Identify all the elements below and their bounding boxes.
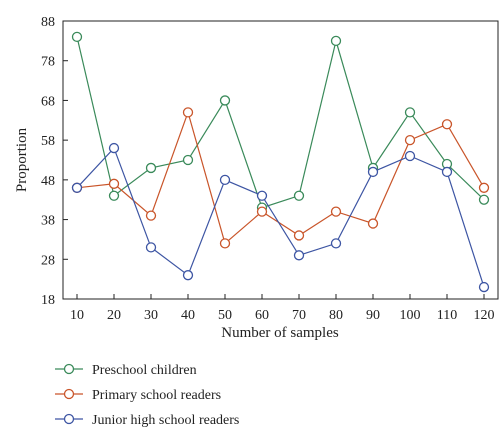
- x-axis-title: Number of samples: [221, 325, 339, 341]
- x-axis-ticks: 10 20 30 40 50 60 70 80 90 100 110 120: [70, 294, 495, 323]
- data-point: [219, 238, 231, 249]
- data-point: [293, 230, 305, 241]
- y-tick-label: 78: [41, 55, 55, 70]
- y-tick-label: 18: [41, 293, 55, 308]
- data-point: [404, 107, 416, 118]
- x-tick-label: 100: [400, 308, 421, 323]
- data-point: [441, 119, 453, 130]
- series-lines: [76, 36, 485, 288]
- x-tick-label: 110: [437, 308, 457, 323]
- x-tick-label: 70: [292, 308, 306, 323]
- data-point: [330, 35, 342, 47]
- data-point: [293, 250, 305, 261]
- legend-label: Junior high school readers: [92, 413, 239, 428]
- y-tick-label: 38: [41, 214, 55, 229]
- legend: Preschool children Primary school readers…: [55, 363, 239, 428]
- y-tick-label: 88: [41, 15, 55, 30]
- y-tick-label: 58: [41, 134, 55, 149]
- legend-marker: [63, 388, 75, 400]
- data-point: [330, 206, 342, 217]
- series-line-1: [76, 110, 485, 245]
- data-point: [330, 238, 342, 249]
- x-tick-label: 120: [474, 308, 495, 323]
- data-point: [108, 190, 120, 201]
- series-line-0: [76, 36, 485, 209]
- data-point: [256, 190, 268, 201]
- data-point: [478, 194, 490, 205]
- data-point: [71, 182, 83, 193]
- data-point: [404, 134, 416, 146]
- data-point: [108, 142, 120, 154]
- y-tick-label: 68: [41, 94, 55, 109]
- legend-marker: [63, 413, 75, 425]
- x-tick-label: 80: [329, 308, 343, 323]
- x-tick-label: 40: [181, 308, 195, 323]
- data-point: [145, 242, 157, 253]
- legend-label: Preschool children: [92, 363, 197, 378]
- y-tick-label: 48: [41, 174, 55, 189]
- x-tick-label: 20: [107, 308, 121, 323]
- data-point: [219, 174, 231, 186]
- data-point: [478, 281, 490, 293]
- data-point: [145, 162, 157, 174]
- data-point: [71, 31, 83, 43]
- x-tick-label: 90: [366, 308, 380, 323]
- x-tick-label: 60: [255, 308, 269, 323]
- series-points: [71, 31, 490, 293]
- x-tick-label: 10: [70, 308, 84, 323]
- plot-frame: [62, 20, 499, 300]
- data-point: [404, 150, 416, 162]
- data-point: [182, 154, 194, 166]
- x-tick-label: 30: [144, 308, 158, 323]
- data-point: [182, 107, 194, 118]
- x-tick-label: 50: [218, 308, 232, 323]
- data-point: [219, 95, 231, 106]
- data-point: [441, 166, 453, 178]
- legend-label: Primary school readers: [92, 388, 221, 403]
- data-point: [182, 270, 194, 281]
- data-point: [293, 190, 305, 201]
- series-line-2: [76, 146, 485, 288]
- data-point: [478, 182, 490, 193]
- data-point: [367, 166, 379, 178]
- y-axis-ticks: 18 28 38 48 58 68 78 88: [41, 15, 68, 308]
- data-point: [145, 210, 157, 221]
- y-tick-label: 28: [41, 253, 55, 268]
- data-point: [256, 206, 268, 217]
- y-axis-title: Proportion: [14, 127, 30, 192]
- legend-marker: [63, 363, 75, 375]
- data-point: [367, 218, 379, 229]
- data-point: [108, 178, 120, 189]
